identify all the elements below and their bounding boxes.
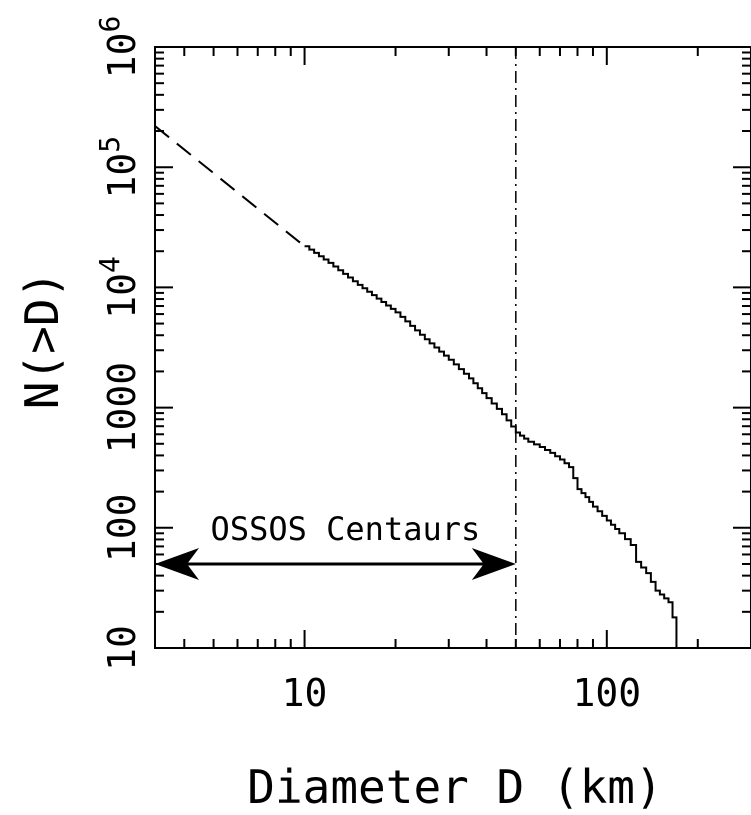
plot-area [154,46,751,649]
annotation-arrow-head-left [155,547,199,580]
y-tick-label: 106 [93,16,144,79]
series [154,125,678,648]
y-tick-label: 100 [100,493,144,562]
x-axis-label: Diameter D (km) [247,760,662,814]
x-tick-label: 100 [572,671,641,715]
series-line-0 [154,125,306,248]
annotation-label: OSSOS Centaurs [211,510,481,548]
y-tick-label: 104 [93,256,144,319]
x-tick-label: 10 [282,671,328,715]
y-tick-labels: 10 100 1000 104 105 106 [93,16,144,671]
ticks [155,46,751,649]
series-line-1 [304,245,678,648]
annotation: OSSOS Centaurs [155,510,516,580]
plot-frame [154,46,751,649]
y-tick-label: 105 [93,136,144,199]
annotation-arrow-head-right [471,547,516,580]
y-axis-label: N(>D) [15,271,69,409]
x-tick-labels: 10 100 [282,671,641,715]
y-tick-label: 10 [100,625,144,671]
y-tick-label: 1000 [100,362,144,454]
